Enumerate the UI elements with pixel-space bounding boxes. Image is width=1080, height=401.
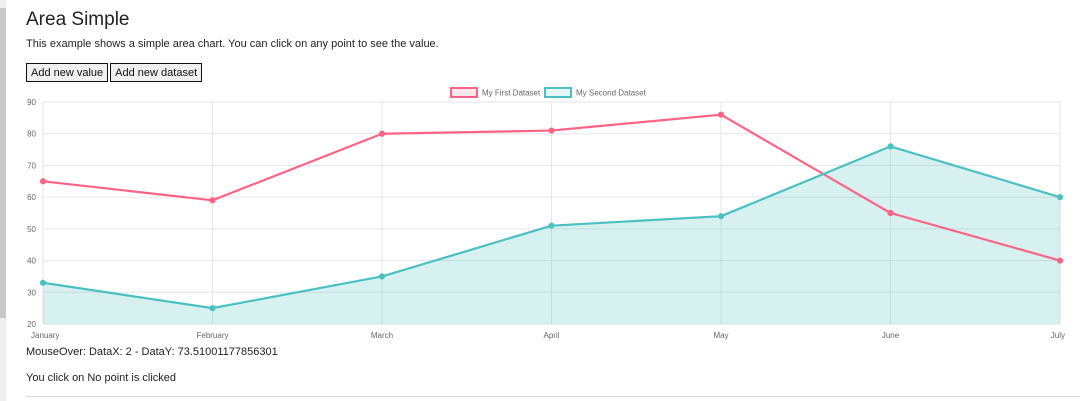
divider bbox=[26, 396, 1080, 397]
x-tick-label: February bbox=[196, 331, 228, 340]
page-description: This example shows a simple area chart. … bbox=[26, 38, 439, 50]
chart-canvas[interactable]: 20 30 40 50 60 70 80 90 January February March Apri… bbox=[20, 84, 1080, 344]
data-point bbox=[39, 178, 47, 185]
x-tick-label: May bbox=[713, 331, 728, 340]
x-tick-label: July bbox=[1051, 331, 1065, 340]
legend-swatch bbox=[450, 87, 478, 98]
data-point bbox=[209, 305, 216, 312]
x-tick-label: June bbox=[882, 331, 900, 340]
y-tick-label: 80 bbox=[27, 130, 36, 139]
scrollbar[interactable] bbox=[0, 0, 6, 401]
data-point bbox=[717, 111, 725, 118]
data-point bbox=[717, 213, 725, 220]
mouseover-readout: MouseOver: DataX: 2 - DataY: 73.51001177… bbox=[26, 346, 278, 358]
data-point bbox=[39, 279, 47, 286]
data-point bbox=[548, 127, 555, 134]
data-point bbox=[548, 222, 555, 229]
x-tick-label: January bbox=[31, 331, 59, 340]
data-point bbox=[209, 197, 216, 204]
data-point bbox=[887, 143, 894, 150]
data-point bbox=[1056, 194, 1064, 201]
data-point bbox=[378, 130, 386, 137]
y-tick-label: 50 bbox=[27, 225, 36, 234]
page-title: Area Simple bbox=[26, 9, 130, 30]
click-status: You click on No point is clicked bbox=[26, 372, 177, 384]
data-point bbox=[378, 273, 386, 280]
area-chart[interactable]: 20 30 40 50 60 70 80 90 January February March Apri… bbox=[20, 84, 1080, 344]
y-tick-label: 20 bbox=[27, 320, 36, 329]
data-point bbox=[887, 209, 894, 217]
scrollbar-thumb[interactable] bbox=[0, 8, 6, 318]
add-new-value-button[interactable]: Add new value bbox=[26, 63, 109, 82]
y-tick-label: 60 bbox=[27, 193, 36, 202]
y-tick-label: 70 bbox=[27, 161, 36, 170]
x-tick-label: April bbox=[543, 331, 559, 340]
button-row: Add new value Add new dataset bbox=[26, 63, 203, 82]
legend-swatch bbox=[544, 87, 572, 98]
y-tick-label: 90 bbox=[27, 98, 36, 107]
y-tick-label: 30 bbox=[27, 288, 36, 297]
data-point bbox=[1056, 257, 1064, 264]
series-area-fill bbox=[43, 146, 1060, 324]
legend-label: My Second Dataset bbox=[576, 89, 647, 98]
add-new-dataset-button[interactable]: Add new dataset bbox=[110, 63, 203, 82]
legend-label: My First Dataset bbox=[482, 89, 541, 98]
x-tick-label: March bbox=[371, 331, 393, 340]
y-tick-label: 40 bbox=[27, 257, 36, 266]
